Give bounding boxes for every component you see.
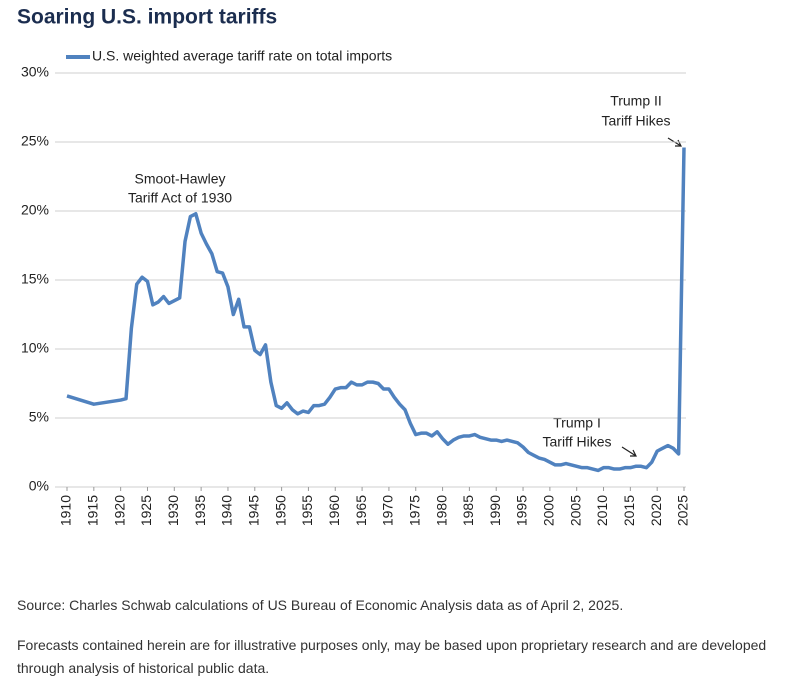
y-tick-label: 10% (21, 340, 49, 356)
y-tick-label: 25% (21, 133, 49, 149)
y-tick-label: 30% (21, 64, 49, 80)
x-tick-label: 1930 (165, 495, 181, 526)
x-tick-label: 2015 (621, 495, 637, 526)
chart: Soaring U.S. import tariffs U.S. weighte… (17, 6, 691, 527)
x-tick-label: 1925 (138, 495, 154, 526)
y-tick-label: 15% (21, 271, 49, 287)
x-tick-label: 1965 (353, 495, 369, 526)
annotation: Smoot-Hawley (134, 171, 225, 187)
x-tick-label: 2005 (567, 495, 583, 526)
x-tick-label: 2010 (594, 495, 610, 526)
chart-title: Soaring U.S. import tariffs (17, 6, 277, 29)
x-tick-label: 1975 (406, 495, 422, 526)
annotation: Tariff Hikes (602, 113, 671, 129)
x-tick-label: 1990 (487, 495, 503, 526)
y-tick-label: 20% (21, 202, 49, 218)
x-tick-label: 1960 (326, 495, 342, 526)
y-tick-label: 0% (29, 478, 49, 494)
x-tick-label: 1955 (299, 495, 315, 526)
x-tick-label: 1920 (111, 495, 127, 526)
x-tick-label: 1970 (380, 495, 396, 526)
y-tick-label: 5% (29, 409, 49, 425)
x-tick-label: 1945 (245, 495, 261, 526)
annotation: Tariff Hikes (543, 434, 612, 450)
source-note: Source: Charles Schwab calculations of U… (17, 597, 624, 613)
x-tick-label: 2020 (648, 495, 664, 526)
x-tick-label: 2025 (675, 495, 691, 526)
arrow (621, 446, 637, 457)
annotation: Trump II (610, 93, 662, 109)
x-tick-label: 1995 (514, 495, 530, 526)
disclaimer: Forecasts contained herein are for illus… (17, 637, 767, 676)
annotation: Tariff Act of 1930 (128, 190, 232, 206)
x-tick-label: 1980 (433, 495, 449, 526)
x-tick-label: 1940 (219, 495, 235, 526)
legend-label: U.S. weighted average tariff rate on tot… (92, 48, 392, 64)
x-tick-label: 1935 (192, 495, 208, 526)
series-line (66, 147, 686, 473)
annotation: Trump I (553, 415, 601, 431)
x-tick-label: 1910 (58, 495, 74, 526)
x-tick-label: 1985 (460, 495, 476, 526)
x-tick-label: 1915 (85, 495, 101, 526)
x-tick-label: 2000 (541, 495, 557, 526)
x-tick-label: 1950 (272, 495, 288, 526)
